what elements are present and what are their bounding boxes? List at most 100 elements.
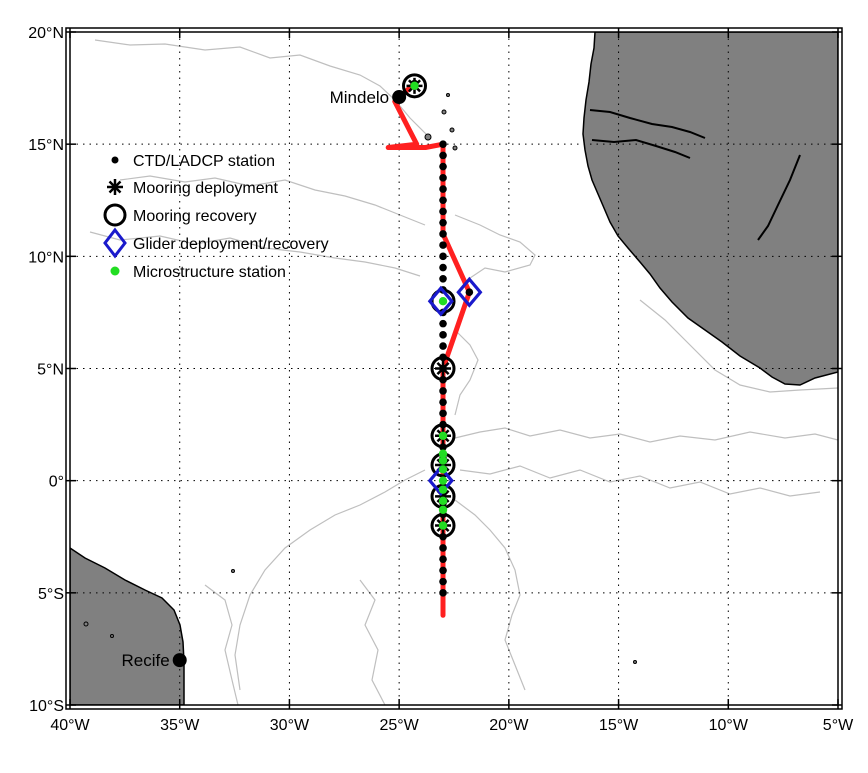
legend-label-glider: Glider deployment/recovery xyxy=(133,236,329,253)
ctd-station xyxy=(439,331,447,339)
legend-item-mooring-deployment: Mooring deployment xyxy=(107,179,279,197)
glider-marker xyxy=(456,276,483,308)
bathymetry-contour xyxy=(639,299,838,393)
legend-marker-ctd xyxy=(111,156,119,164)
ctd-station xyxy=(439,274,447,283)
bathymetry-contour xyxy=(454,329,479,416)
bathymetry-contour xyxy=(454,214,536,291)
ctd-station xyxy=(439,230,447,238)
microstructure-station xyxy=(438,476,448,485)
ctd-station xyxy=(439,196,447,205)
legend-item-glider: Glider deployment/recovery xyxy=(103,227,329,259)
land xyxy=(70,32,838,705)
microstructure-station xyxy=(410,81,419,91)
bathymetry-contours xyxy=(89,39,838,705)
bathymetry-contour xyxy=(459,465,821,497)
river-line xyxy=(591,138,691,159)
mooring-recovery-marker xyxy=(430,356,456,381)
bathymetry-contour xyxy=(234,469,426,691)
microstructure-station xyxy=(438,485,448,494)
island xyxy=(424,133,432,141)
legend-label-microstructure: Microstructure station xyxy=(133,264,286,281)
microstructure-station xyxy=(438,465,448,474)
city-marker xyxy=(172,653,187,668)
x-tick-label: 5°W xyxy=(823,717,854,734)
y-tick-label: 10°S xyxy=(29,698,64,715)
y-tick-label: 0° xyxy=(49,474,64,491)
island xyxy=(441,109,447,115)
glider-marker xyxy=(427,465,454,497)
glider-marker xyxy=(427,285,454,317)
africa-coast xyxy=(582,32,838,386)
island xyxy=(449,127,455,133)
microstructure-station xyxy=(438,505,448,515)
island xyxy=(83,621,89,627)
ctd-station xyxy=(439,241,447,249)
legend-item-mooring-recovery: Mooring recovery xyxy=(103,203,257,227)
ctd-station xyxy=(439,342,447,350)
island xyxy=(452,145,458,151)
island xyxy=(446,93,450,97)
glider-points xyxy=(427,276,483,497)
ctd-station xyxy=(439,151,447,160)
y-tick-label: 5°N xyxy=(37,362,64,379)
african-rivers xyxy=(589,109,801,241)
legend: CTD/LADCP station Mooring deployment Moo… xyxy=(103,153,329,281)
x-tick-label: 30°W xyxy=(270,717,310,734)
legend-marker-circle-icon xyxy=(103,203,127,227)
y-tick-label: 20°N xyxy=(28,25,64,42)
x-tick-label: 10°W xyxy=(709,717,749,734)
cruise-track xyxy=(385,81,472,618)
ctd-station xyxy=(439,207,447,216)
microstructure-station xyxy=(438,456,448,465)
river-line xyxy=(589,109,706,139)
ctd-station xyxy=(439,140,447,148)
y-tick-label: 15°N xyxy=(28,137,64,154)
ctd-station xyxy=(439,577,447,586)
ctd-station xyxy=(439,589,447,597)
legend-marker-microstructure xyxy=(110,266,120,276)
microstructure-station xyxy=(438,449,448,458)
legend-label-mooring-deployment: Mooring deployment xyxy=(133,180,279,197)
bathymetry-contour xyxy=(359,579,386,705)
bathymetry-contour xyxy=(204,584,239,705)
microstructure-station xyxy=(438,297,448,306)
mooring-recovery-marker xyxy=(402,73,428,99)
city-label: Recife xyxy=(122,651,170,670)
ctd-station xyxy=(465,288,474,297)
microstructure-station xyxy=(438,496,448,506)
ctd-station xyxy=(439,544,447,552)
city-marker xyxy=(392,90,407,105)
ctd-station xyxy=(439,174,447,182)
legend-label-ctd: CTD/LADCP station xyxy=(133,153,275,170)
legend-marker-asterisk-icon xyxy=(107,179,123,195)
microstructure-station xyxy=(438,521,448,530)
ctd-station xyxy=(439,162,447,171)
x-tick-label: 35°W xyxy=(160,717,200,734)
city-label: Mindelo xyxy=(330,88,390,107)
mooring-deployment-marker xyxy=(435,360,452,377)
mooring-recovery-marker xyxy=(430,513,456,539)
legend-item-ctd: CTD/LADCP station xyxy=(111,153,275,170)
ctd-station xyxy=(439,185,447,193)
cities: Mindelo Recife xyxy=(122,88,407,670)
y-tick-label: 10°N xyxy=(28,249,64,266)
islands xyxy=(83,93,637,664)
bathymetry-contour xyxy=(119,175,426,226)
ctd-station xyxy=(439,398,447,406)
y-tick-labels: 10°S 5°S 0° 5°N 10°N 15°N 20°N xyxy=(28,25,64,715)
island xyxy=(231,569,235,573)
island xyxy=(633,660,637,664)
y-tick-label: 5°S xyxy=(38,586,64,603)
legend-item-microstructure: Microstructure station xyxy=(110,264,286,281)
ctd-station xyxy=(439,566,447,575)
island xyxy=(110,634,114,638)
microstructure-station xyxy=(438,431,448,440)
x-tick-label: 40°W xyxy=(50,717,90,734)
x-tick-label: 15°W xyxy=(599,717,639,734)
x-tick-label: 25°W xyxy=(379,717,419,734)
legend-marker-diamond-icon xyxy=(103,227,127,259)
ctd-station xyxy=(439,409,447,418)
x-tick-labels: 40°W 35°W 30°W 25°W 20°W 15°W 10°W 5°W xyxy=(50,717,854,734)
